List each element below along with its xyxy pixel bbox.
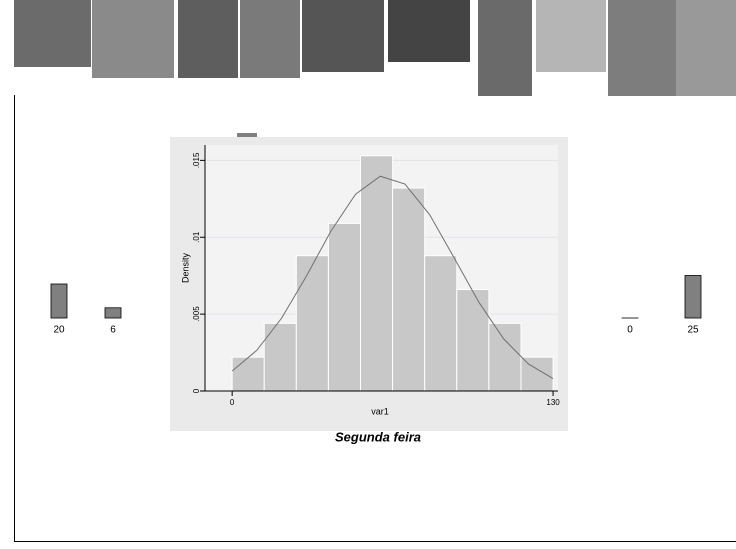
y-tick-label: .005 bbox=[192, 306, 201, 322]
histogram-bar bbox=[361, 156, 393, 391]
photo bbox=[92, 0, 174, 78]
photo bbox=[302, 0, 384, 72]
x-tick-label: 0 bbox=[230, 398, 235, 407]
histogram-bar bbox=[296, 256, 328, 391]
photo bbox=[478, 0, 532, 96]
photo-strip bbox=[14, 0, 736, 96]
histogram-bar bbox=[393, 188, 425, 391]
value-label: 6 bbox=[110, 325, 116, 336]
photo bbox=[178, 0, 238, 78]
y-tick-label: .01 bbox=[192, 231, 201, 243]
page: Segunda feira 20 6 0 25 Density var1 0 .005.… bbox=[0, 0, 736, 544]
value-label: 25 bbox=[687, 325, 699, 336]
photo bbox=[240, 0, 300, 78]
histogram: Density var1 0 .005 .01 .015 0 130 bbox=[170, 137, 568, 431]
histogram-bar bbox=[425, 256, 457, 391]
photo bbox=[388, 0, 470, 62]
photo bbox=[536, 0, 606, 72]
bar bbox=[105, 308, 121, 318]
histogram-bar bbox=[264, 323, 296, 391]
x-axis-label: var1 bbox=[371, 406, 389, 416]
photo bbox=[608, 0, 676, 96]
photo bbox=[14, 0, 91, 67]
value-label: 0 bbox=[627, 325, 633, 336]
histogram-bar bbox=[521, 357, 553, 391]
y-axis-label: Density bbox=[180, 252, 190, 283]
histogram-bar bbox=[489, 323, 521, 391]
y-tick-label: 0 bbox=[192, 388, 201, 393]
x-axis-label: Segunda feira bbox=[335, 429, 421, 444]
bar bbox=[51, 284, 67, 318]
histogram-bar bbox=[457, 290, 489, 391]
y-tick-label: .015 bbox=[192, 152, 201, 168]
histogram-bar bbox=[232, 357, 264, 391]
value-label: 20 bbox=[53, 325, 65, 336]
histogram-bar bbox=[328, 223, 360, 391]
x-tick-label: 130 bbox=[546, 398, 560, 407]
photo bbox=[676, 0, 736, 96]
bar bbox=[685, 276, 701, 319]
